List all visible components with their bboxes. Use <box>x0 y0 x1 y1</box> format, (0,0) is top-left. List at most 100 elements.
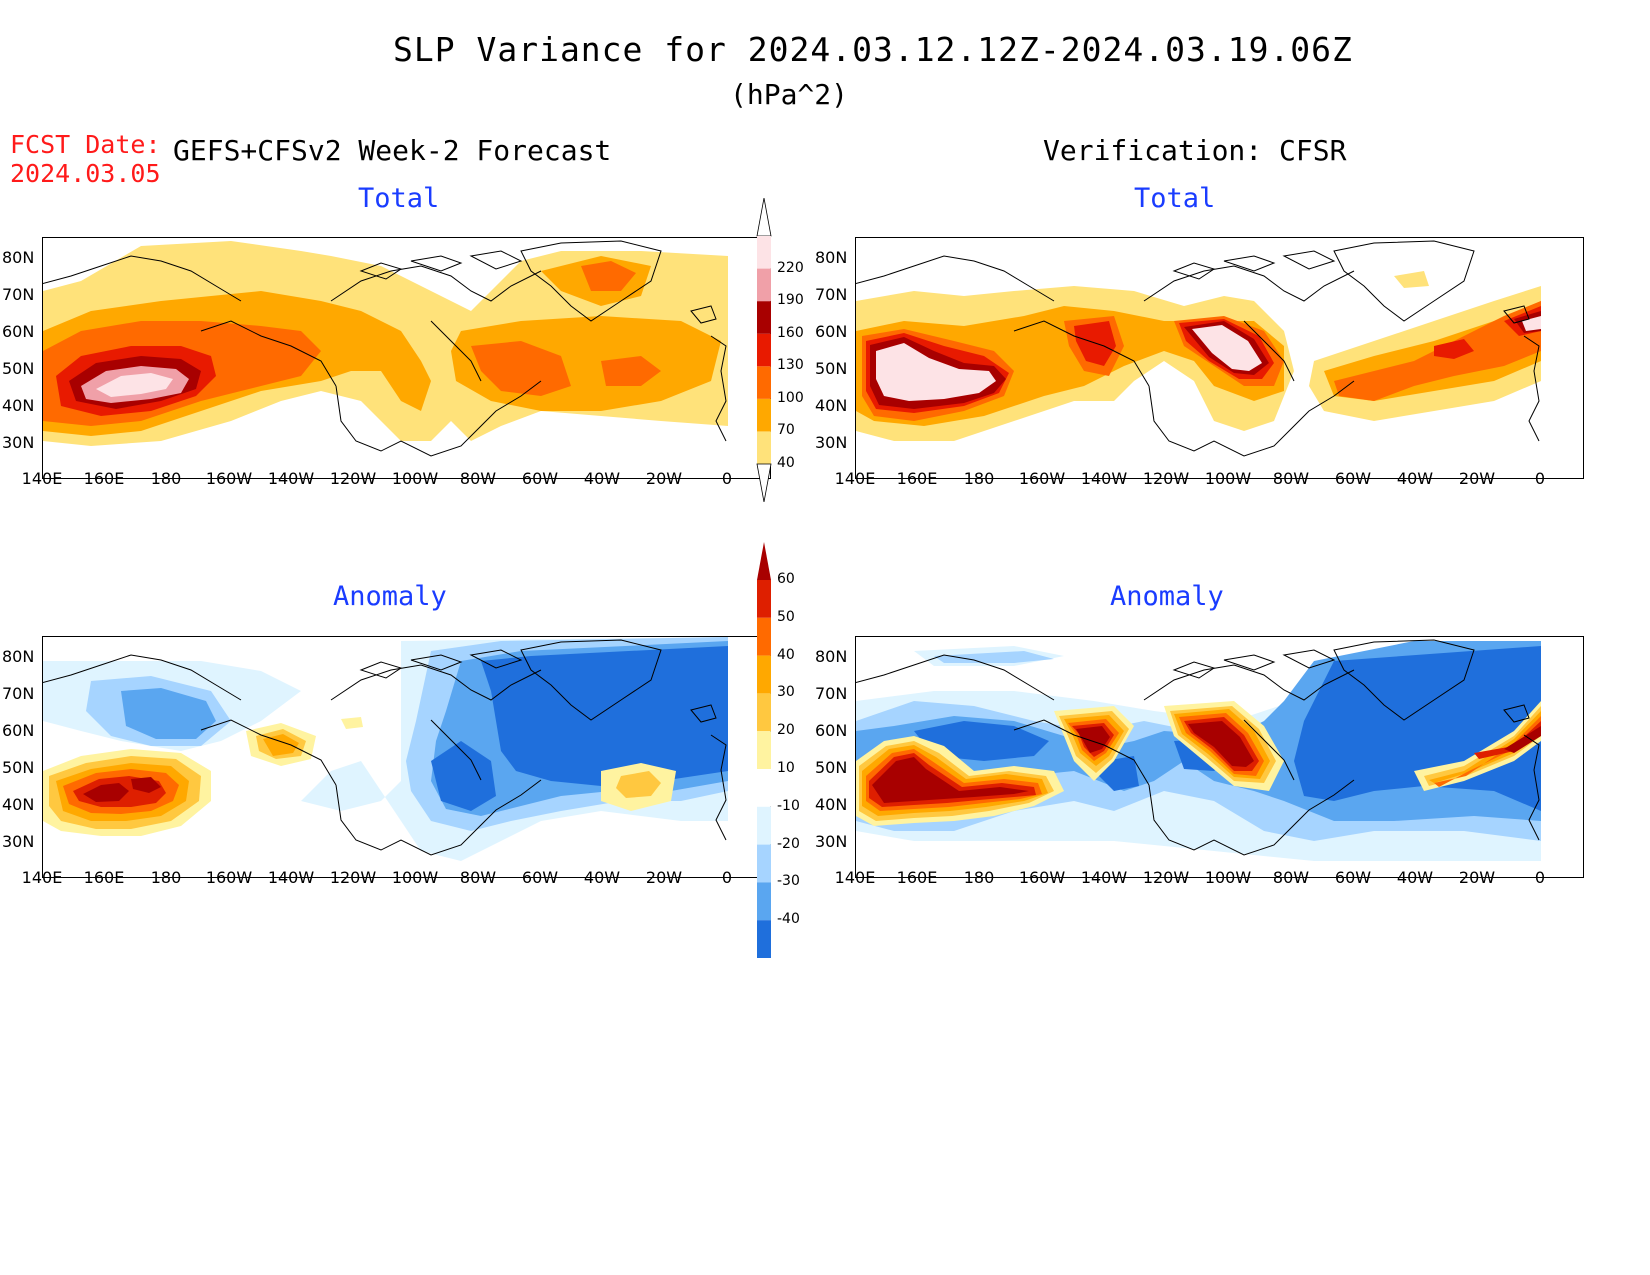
anom-cbar-box <box>757 844 771 883</box>
verif-total-lon-label: 140W <box>1080 469 1128 488</box>
fcst-anomaly-map <box>42 636 771 878</box>
fcst-anom-lon-label: 20W <box>645 868 683 887</box>
verif-anom-lon-label: 120W <box>1142 868 1190 887</box>
fcst-total-lon-label: 80W <box>459 469 497 488</box>
fcst-total-lon-label: 160E <box>83 469 125 488</box>
verif-total-lat-label: 30N <box>815 433 848 452</box>
fcst-anom-lon-label: 80W <box>459 868 497 887</box>
anomaly-cbar-label: -10 <box>777 797 800 814</box>
anomaly-cbar-label: 30 <box>777 684 795 701</box>
verif-total-lat-label: 70N <box>815 285 848 304</box>
verif-total-lon-label: 160W <box>1018 469 1066 488</box>
total-cbar-label: 130 <box>777 357 804 374</box>
total-cbar-label: 220 <box>777 259 804 276</box>
total-cbar-label: 190 <box>777 292 804 309</box>
verif-total-lon-label: 120W <box>1142 469 1190 488</box>
fcst-total-lon-label: 40W <box>583 469 621 488</box>
anom-cbar-box <box>757 617 771 656</box>
verif-total-lat-label: 40N <box>815 396 848 415</box>
fcst-total-lat-label: 80N <box>2 248 35 267</box>
units-label: (hPa^2) <box>730 78 849 111</box>
fcst-anom-lon-label: 60W <box>521 868 559 887</box>
verif-anomaly-map <box>855 636 1584 878</box>
anomaly-cbar-label: -30 <box>777 873 800 890</box>
total-cbar-box <box>757 398 771 432</box>
total-cbar-top-triangle <box>756 197 772 237</box>
total-cbar-box <box>757 236 771 269</box>
fcst-anom-lat-label: 30N <box>2 832 35 851</box>
anom-cbar-box <box>757 655 771 694</box>
verif-anom-lon-label: 140W <box>1080 868 1128 887</box>
fcst-anom-lon-label: 140W <box>267 868 315 887</box>
fcst-anom-lon-label: 180 <box>150 868 182 887</box>
anomaly-colorbar <box>754 542 774 958</box>
anom-cbar-top-triangle <box>757 542 771 580</box>
total-cbar-box <box>757 268 771 302</box>
fcst-anom-lon-label: 40W <box>583 868 621 887</box>
verif-total-lon-label: 180 <box>963 469 995 488</box>
fcst-anom-lat-label: 70N <box>2 684 35 703</box>
verif-total-lon-label: 40W <box>1396 469 1434 488</box>
verif-anom-lat-label: 50N <box>815 758 848 777</box>
verif-total-title: Total <box>1134 183 1216 214</box>
contour-220 <box>96 373 173 397</box>
verif-anom-lon-label: 80W <box>1272 868 1310 887</box>
fcst-total-lon-label: 140E <box>21 469 63 488</box>
fcst-total-lat-label: 50N <box>2 359 35 378</box>
total-cbar-label: 100 <box>777 389 804 406</box>
verif-total-lon-label: 140E <box>834 469 876 488</box>
verif-anom-lon-label: 0 <box>1534 868 1546 887</box>
anom-cbar-box <box>757 882 771 921</box>
fcst-anom-lon-label: 120W <box>329 868 377 887</box>
verif-total-lon-label: 60W <box>1334 469 1372 488</box>
fcst-date-label: FCST Date: <box>10 130 161 159</box>
fcst-total-lon-label: 120W <box>329 469 377 488</box>
verif-total-lon-label: 100W <box>1204 469 1252 488</box>
verif-anom-lon-label: 180 <box>963 868 995 887</box>
verification-subtitle: Verification: CFSR <box>1043 134 1347 167</box>
total-cbar-box <box>757 301 771 334</box>
fcst-anom-lat-label: 60N <box>2 721 35 740</box>
anom-cbar-box <box>757 769 771 807</box>
anom-cbar-box <box>757 580 771 618</box>
total-cbar-box <box>757 333 771 367</box>
fcst-total-lat-label: 60N <box>2 322 35 341</box>
fcst-total-title: Total <box>358 183 440 214</box>
fcst-total-lon-label: 60W <box>521 469 559 488</box>
anomaly-cbar-label: 40 <box>777 646 795 663</box>
fcst-total-lon-label: 100W <box>391 469 439 488</box>
fcst-date-value: 2024.03.05 <box>10 159 161 188</box>
anom-cbar-box <box>757 693 771 732</box>
verif-total-lat-label: 60N <box>815 322 848 341</box>
total-cbar-bottom-triangle <box>756 463 772 503</box>
verif-total-lon-label: 20W <box>1458 469 1496 488</box>
verif-anom-lat-label: 60N <box>815 721 848 740</box>
anom-cbar-box <box>757 920 771 958</box>
fcst-total-lat-label: 70N <box>2 285 35 304</box>
verif-anom-lon-label: 20W <box>1458 868 1496 887</box>
total-cbar-label: 160 <box>777 324 804 341</box>
verif-total-map <box>855 237 1584 479</box>
verif-anom-lon-label: 40W <box>1396 868 1434 887</box>
verif-anom-lat-label: 30N <box>815 832 848 851</box>
fcst-total-lat-label: 40N <box>2 396 35 415</box>
verif-anom-lon-label: 160E <box>896 868 938 887</box>
anomaly-cbar-label: -40 <box>777 911 800 928</box>
verif-anom-lat-label: 70N <box>815 684 848 703</box>
verif-anom-lon-label: 160W <box>1018 868 1066 887</box>
fcst-total-lat-label: 30N <box>2 433 35 452</box>
total-cbar-box <box>757 431 771 464</box>
fcst-total-lon-label: 160W <box>205 469 253 488</box>
fcst-anomaly-title: Anomaly <box>333 581 447 612</box>
fcst-anom-lon-label: 160W <box>205 868 253 887</box>
verif-anomaly-title: Anomaly <box>1110 581 1224 612</box>
anom-cbar-box <box>757 731 771 769</box>
fcst-anom-lon-label: 140E <box>21 868 63 887</box>
fcst-anom-lon-label: 160E <box>83 868 125 887</box>
verif-anom-lon-label: 100W <box>1204 868 1252 887</box>
anomaly-cbar-label: 20 <box>777 722 795 739</box>
fcst-anom-lon-label: 100W <box>391 868 439 887</box>
verif-total-lon-label: 160E <box>896 469 938 488</box>
verif-total-lon-label: 80W <box>1272 469 1310 488</box>
verif-total-lat-label: 50N <box>815 359 848 378</box>
